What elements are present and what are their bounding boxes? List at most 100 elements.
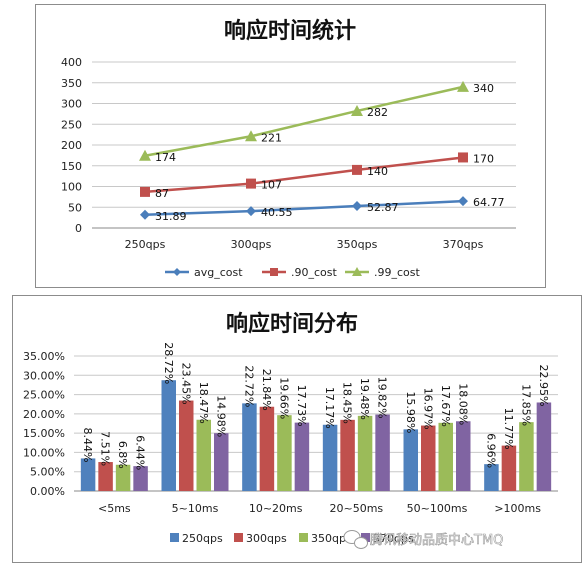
legend-swatch bbox=[299, 533, 308, 542]
legend-swatch bbox=[170, 533, 179, 542]
bar bbox=[340, 419, 355, 491]
bar bbox=[259, 406, 275, 491]
bar bbox=[536, 402, 552, 491]
line-chart-panel bbox=[35, 4, 546, 288]
y-tick-label: 50 bbox=[68, 201, 82, 214]
data-point bbox=[352, 164, 362, 175]
bar-data-label: 18.47% bbox=[197, 382, 210, 424]
bar-data-label: 15.98% bbox=[404, 391, 417, 433]
y-tick-label: 15.00% bbox=[23, 427, 65, 440]
series-line bbox=[144, 156, 464, 194]
wechat-logo-icon bbox=[343, 530, 368, 549]
y-tick-label: 5.00% bbox=[30, 466, 65, 479]
legend-label: .90_cost bbox=[291, 266, 338, 279]
bar-data-label: 18.45% bbox=[341, 382, 354, 424]
y-tick-label: 150 bbox=[61, 160, 82, 173]
bar-data-label: 11.77% bbox=[502, 408, 515, 450]
bar bbox=[456, 421, 471, 491]
line-chart: 响应时间统计 0 50 100 150 200 250 300 350 400 250qps 300… bbox=[61, 18, 516, 279]
y-tick-label: 200 bbox=[61, 139, 82, 152]
data-point bbox=[245, 130, 257, 142]
y-tick-label: 0.00% bbox=[30, 485, 65, 498]
data-label: 64.77 bbox=[473, 196, 505, 209]
legend-label: 350qps bbox=[311, 532, 352, 545]
data-label: 87 bbox=[155, 187, 169, 200]
data-point bbox=[140, 209, 150, 220]
bar bbox=[133, 466, 148, 491]
data-label: 140 bbox=[367, 165, 388, 178]
data-point bbox=[139, 149, 151, 161]
bar bbox=[403, 429, 418, 491]
data-point bbox=[246, 206, 256, 217]
series-line bbox=[144, 85, 464, 158]
x-tick-label: 250qps bbox=[125, 238, 166, 251]
bar bbox=[179, 400, 194, 491]
bar-data-label: 14.98% bbox=[214, 395, 227, 437]
bar-data-label: 6.8% bbox=[116, 441, 129, 469]
bar bbox=[214, 433, 229, 491]
data-point bbox=[140, 186, 150, 197]
bar-data-label: 16.97% bbox=[421, 388, 434, 430]
data-point bbox=[457, 80, 469, 92]
bar bbox=[115, 464, 131, 491]
bar-data-label: 17.67% bbox=[439, 385, 452, 427]
bar-data-label: 28.72% bbox=[162, 342, 175, 384]
x-tick-label: 300qps bbox=[231, 238, 272, 251]
y-tick-label: 100 bbox=[61, 181, 82, 194]
bar-data-label: 21.84% bbox=[260, 369, 273, 411]
bar-chart-title: 响应时间分布 bbox=[226, 311, 358, 337]
bar bbox=[196, 419, 211, 491]
bar-data-label: 17.73% bbox=[295, 385, 308, 427]
bar bbox=[357, 415, 373, 491]
legend-swatch bbox=[361, 533, 370, 542]
y-tick-label: 350 bbox=[61, 77, 82, 90]
x-tick-label: 20~50ms bbox=[329, 502, 383, 515]
bar bbox=[519, 422, 534, 491]
y-tick-label: 300 bbox=[61, 98, 82, 111]
bar-data-label: 19.82% bbox=[376, 377, 389, 419]
bar bbox=[322, 424, 338, 491]
bar-data-label: 6.96% bbox=[484, 433, 497, 468]
legend-marker bbox=[173, 268, 181, 276]
legend-marker bbox=[270, 268, 278, 276]
data-point bbox=[458, 196, 468, 207]
bar bbox=[484, 464, 499, 491]
legend-label: 300qps bbox=[246, 532, 287, 545]
data-label: 170 bbox=[473, 152, 494, 165]
legend-marker bbox=[352, 267, 362, 276]
bar-data-label: 6.44% bbox=[134, 435, 147, 470]
bar-data-label: 19.48% bbox=[358, 378, 371, 420]
data-label: 107 bbox=[261, 179, 282, 192]
data-point bbox=[246, 178, 256, 189]
bar bbox=[501, 445, 517, 491]
bar-data-label: 22.72% bbox=[242, 365, 255, 407]
bar-data-label: 8.44% bbox=[81, 427, 94, 462]
data-label: 282 bbox=[367, 106, 388, 119]
legend-label: 250qps bbox=[182, 532, 223, 545]
y-tick-label: 30.00% bbox=[23, 369, 65, 382]
data-label: 174 bbox=[155, 151, 176, 164]
bar bbox=[242, 403, 257, 491]
y-tick-label: 25.00% bbox=[23, 389, 65, 402]
x-tick-label: 50~100ms bbox=[407, 502, 468, 515]
bar bbox=[375, 414, 390, 491]
x-tick-label: 5~10ms bbox=[172, 502, 219, 515]
legend-label: avg_cost bbox=[194, 266, 243, 279]
bar-data-label: 17.17% bbox=[323, 387, 336, 429]
bar bbox=[98, 462, 113, 491]
watermark-text: 腾讯移动品质中心TMQ bbox=[370, 532, 503, 548]
bar bbox=[294, 422, 310, 491]
data-point bbox=[352, 201, 362, 212]
y-tick-label: 20.00% bbox=[23, 408, 65, 421]
y-tick-label: 250 bbox=[61, 118, 82, 131]
data-label: 52.87 bbox=[367, 201, 399, 214]
data-label: 40.55 bbox=[261, 206, 293, 219]
data-label: 31.89 bbox=[155, 210, 187, 223]
bar bbox=[438, 422, 453, 491]
series-line bbox=[144, 199, 464, 217]
x-tick-label: 350qps bbox=[337, 238, 378, 251]
bar-data-label: 19.66% bbox=[277, 377, 290, 419]
bar bbox=[80, 458, 96, 491]
x-tick-label: <5ms bbox=[98, 502, 131, 515]
